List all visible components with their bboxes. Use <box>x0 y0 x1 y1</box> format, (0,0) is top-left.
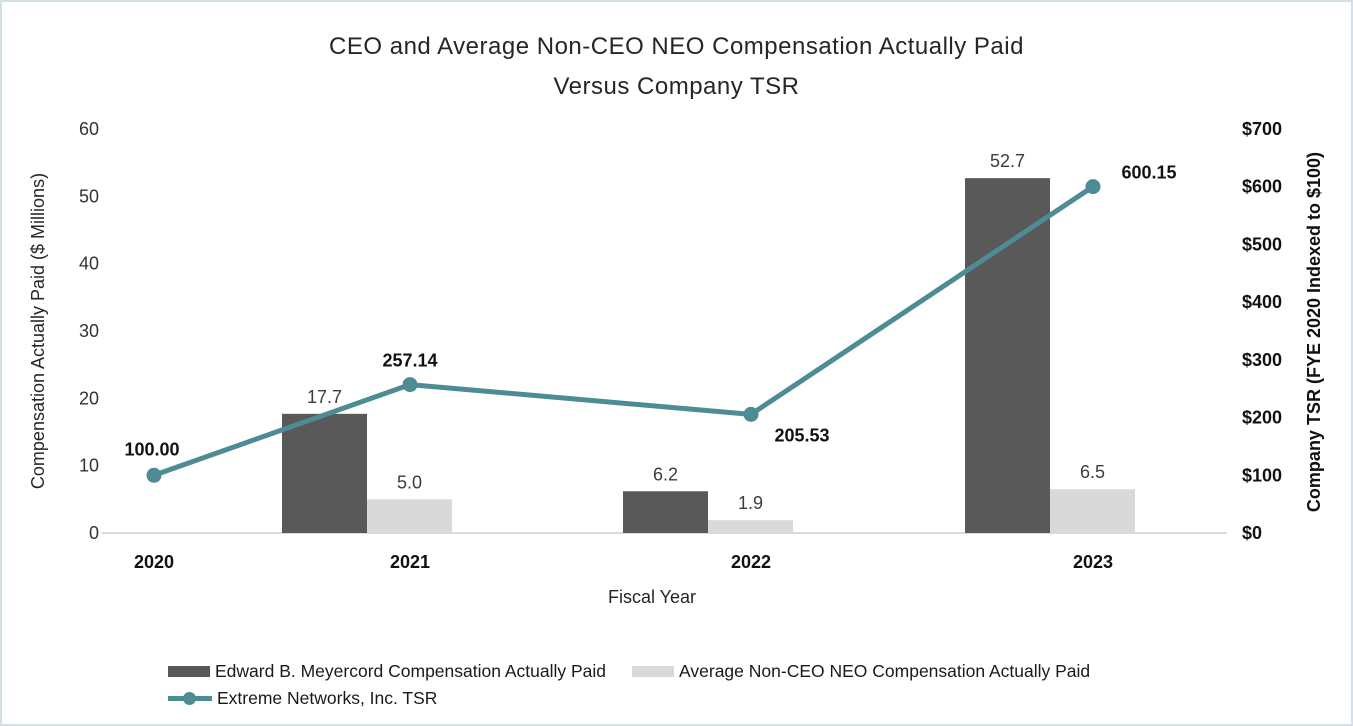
tsr-value-label: 100.00 <box>124 439 179 459</box>
left-axis-tick-label: 10 <box>79 456 99 476</box>
right-axis-tick-label: $500 <box>1242 234 1282 254</box>
chart-title-line1: CEO and Average Non-CEO NEO Compensation… <box>329 33 1024 60</box>
right-axis-tick-label: $100 <box>1242 465 1282 485</box>
legend-item-tsr: Extreme Networks, Inc. TSR <box>168 688 437 709</box>
left-axis-tick-label: 30 <box>79 321 99 341</box>
legend-label-ceo: Edward B. Meyercord Compensation Actuall… <box>215 661 607 681</box>
x-category-label: 2020 <box>134 552 174 572</box>
left-axis-tick-label: 0 <box>89 523 99 543</box>
bar <box>282 413 367 533</box>
right-axis-tick-label: $700 <box>1242 119 1282 139</box>
left-axis-title: Compensation Actually Paid ($ Millions) <box>28 173 48 489</box>
left-axis-tick-label: 20 <box>79 388 99 408</box>
legend-row-tsr: Extreme Networks, Inc. TSR <box>168 688 1116 709</box>
bar-value-label: 6.2 <box>653 464 678 484</box>
bar-value-label: 5.0 <box>397 472 422 492</box>
legend-item-ceo: Edward B. Meyercord Compensation Actuall… <box>168 661 606 682</box>
right-axis-title: Company TSR (FYE 2020 Indexed to $100) <box>1304 152 1324 512</box>
right-axis-tick-label: $600 <box>1242 177 1282 197</box>
bar-value-label: 1.9 <box>738 493 763 513</box>
nonceo-bar-swatch-icon <box>632 666 675 677</box>
x-category-label: 2022 <box>731 552 771 572</box>
legend-item-nonceo: Average Non-CEO NEO Compensation Actuall… <box>632 661 1090 682</box>
tsr-line <box>153 184 1095 478</box>
x-axis-title: Fiscal Year <box>608 587 696 607</box>
bar-value-label: 52.7 <box>990 151 1025 171</box>
tsr-point <box>402 377 418 393</box>
right-axis-tick-label: $0 <box>1242 523 1262 543</box>
right-axis-tick-label: $300 <box>1242 350 1282 370</box>
chart-title: CEO and Average Non-CEO NEO Compensation… <box>2 27 1351 107</box>
tsr-point <box>743 406 759 422</box>
tsr-line-swatch-icon <box>168 692 212 705</box>
bar-value-label: 6.5 <box>1080 462 1105 482</box>
tsr-value-label: 205.53 <box>774 425 829 445</box>
ceo-bar-swatch-icon <box>168 666 210 677</box>
left-axis-tick-label: 40 <box>79 254 99 274</box>
right-axis-tick-label: $400 <box>1242 292 1282 312</box>
left-axis-tick-label: 60 <box>79 119 99 139</box>
right-axis-tick-label: $200 <box>1242 408 1282 428</box>
x-category-label: 2023 <box>1073 552 1113 572</box>
tsr-value-label: 257.14 <box>382 351 437 371</box>
legend-label-nonceo: Average Non-CEO NEO Compensation Actuall… <box>679 661 1091 681</box>
bar <box>965 178 1050 534</box>
bar <box>623 491 708 533</box>
bar <box>367 499 452 533</box>
tsr-point <box>1085 179 1101 195</box>
bar-value-label: 17.7 <box>307 387 342 407</box>
x-category-label: 2021 <box>390 552 430 572</box>
legend-label-tsr: Extreme Networks, Inc. TSR <box>217 688 438 708</box>
legend-row-bars: Edward B. Meyercord Compensation Actuall… <box>168 661 1116 682</box>
tsr-value-label: 600.15 <box>1121 163 1176 183</box>
chart-title-line2: Versus Company TSR <box>553 73 800 100</box>
left-axis-tick-label: 50 <box>79 186 99 206</box>
tsr-point <box>146 467 162 483</box>
legend: Edward B. Meyercord Compensation Actuall… <box>168 661 1116 709</box>
bar <box>708 520 793 533</box>
bar <box>1050 489 1135 533</box>
